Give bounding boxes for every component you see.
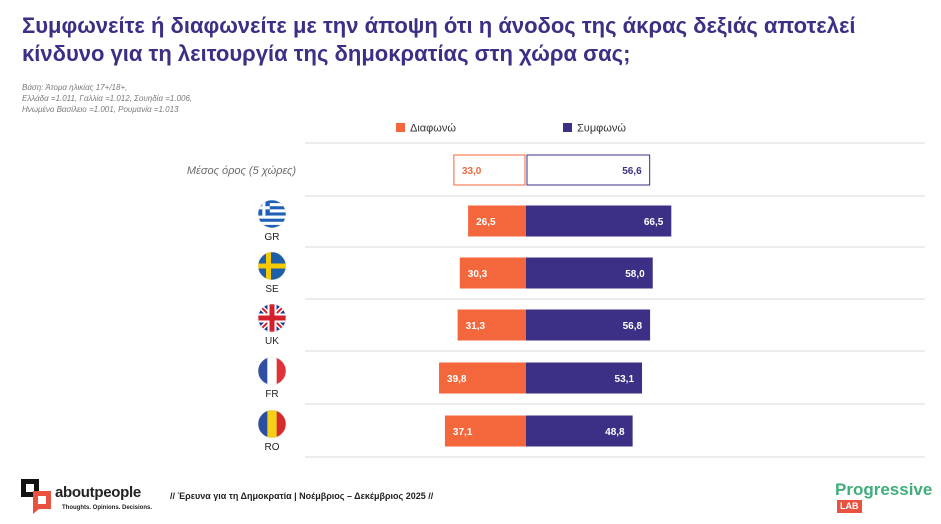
flag-france-icon (257, 356, 287, 386)
category-label: RO (265, 442, 280, 453)
data-label-agree: 56,8 (623, 321, 643, 332)
basis-line: Βάση: Άτομα ηλικίας 17+/18+, (22, 83, 128, 92)
diverging-bar-chart: Διαφωνώ Συμφωνώ Μέσος όρος (5 χώρες) 33,0 56… (187, 123, 925, 458)
progressive-lab-logo-text: Progressive (835, 480, 933, 499)
data-label-disagree: 37,1 (453, 427, 473, 438)
data-label-agree: 53,1 (615, 374, 635, 385)
bar-disagree (459, 257, 526, 289)
data-label-disagree: 26,5 (476, 217, 496, 228)
legend-swatch (563, 123, 572, 132)
aboutpeople-tagline: Thoughts. Opinions. Decisions. (62, 505, 153, 511)
data-label-agree: 66,5 (644, 217, 664, 228)
bar-agree (526, 205, 672, 237)
survey-footer: // Έρευνα για τη Δημοκρατία | Νοέμβριος … (170, 491, 434, 501)
aboutpeople-logo-icon (20, 478, 54, 519)
legend-swatch (396, 123, 405, 132)
data-label-disagree: 30,3 (468, 269, 488, 280)
legend-label: Διαφωνώ (410, 123, 456, 135)
sample-basis-note: Βάση: Άτομα ηλικίας 17+/18+, Ελλάδα =1.0… (22, 82, 192, 115)
flag-romania-icon (257, 409, 287, 439)
data-label-agree: 58,0 (625, 269, 645, 280)
basis-line: Ηνωμένο Βασίλειο =1.001, Ρουμανία =1.013 (22, 105, 179, 114)
flag-sweden-icon (257, 251, 287, 281)
bar-agree (526, 309, 651, 341)
category-label: GR (265, 232, 280, 243)
data-label-agree: 48,8 (605, 427, 625, 438)
bar-agree (526, 362, 643, 394)
aboutpeople-logo-text: aboutpeople (55, 484, 141, 501)
category-label: Μέσος όρος (5 χώρες) (187, 165, 297, 177)
bar-agree (526, 257, 653, 289)
bar-agree (526, 415, 633, 447)
bar-disagree (468, 205, 526, 237)
data-label-agree: 56,6 (622, 166, 642, 177)
flag-uk-icon (257, 303, 287, 333)
bar-disagree (457, 309, 526, 341)
bar-disagree (439, 362, 526, 394)
bar-disagree (444, 415, 526, 447)
category-label: FR (265, 389, 278, 400)
bar-agree (526, 154, 651, 186)
basis-line: Ελλάδα =1.011, Γαλλία =1.012, Σουηδία =1… (22, 94, 193, 103)
category-label: SE (265, 284, 279, 295)
flag-greece-icon (257, 199, 287, 229)
page-title: Συμφωνείτε ή διαφωνείτε με την άποψη ότι… (22, 13, 856, 66)
category-label: UK (265, 336, 279, 347)
data-label-disagree: 39,8 (447, 374, 467, 385)
legend-label: Συμφωνώ (577, 123, 626, 135)
bar-disagree (453, 154, 526, 186)
progressive-lab-badge: LAB (837, 500, 862, 513)
data-label-disagree: 31,3 (466, 321, 486, 332)
data-label-disagree: 33,0 (462, 166, 482, 177)
